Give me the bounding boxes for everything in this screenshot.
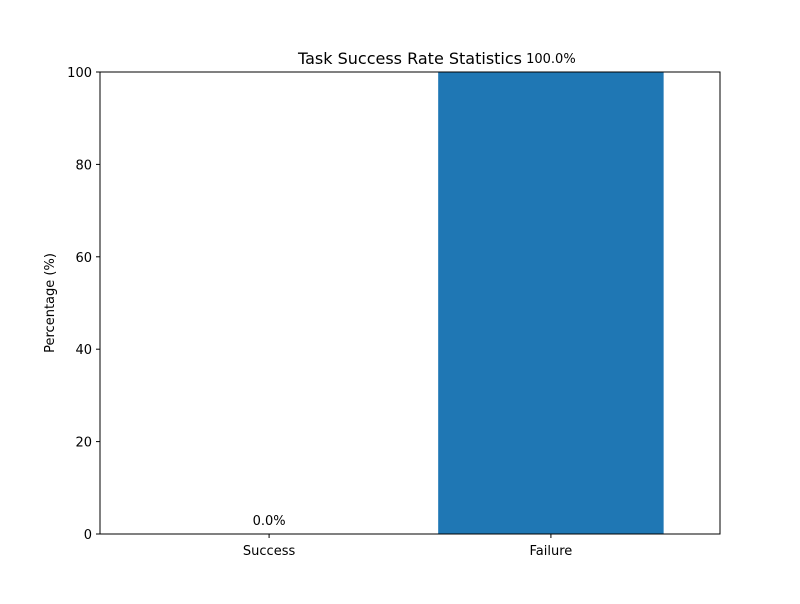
y-tick-label: 100 (67, 66, 92, 81)
data-label-success: 0.0% (253, 514, 286, 529)
plot-area: 0.0% Success 100.0% Failure 0 20 40 60 80 100 (67, 52, 721, 559)
chart-title: Task Success Rate Statistics (297, 49, 522, 68)
y-axis-label: Percentage (%) (43, 253, 58, 353)
x-tick-label-failure: Failure (530, 544, 573, 559)
x-tick-label-success: Success (243, 544, 296, 559)
y-tick-label: 20 (75, 436, 92, 451)
data-label-failure: 100.0% (526, 52, 576, 67)
y-tick-label: 40 (75, 343, 92, 358)
y-tick-label: 0 (84, 528, 92, 543)
y-tick-label: 80 (75, 158, 92, 173)
bar-failure (438, 72, 664, 534)
axes-frame (99, 71, 721, 535)
y-tick-label: 60 (75, 251, 92, 266)
